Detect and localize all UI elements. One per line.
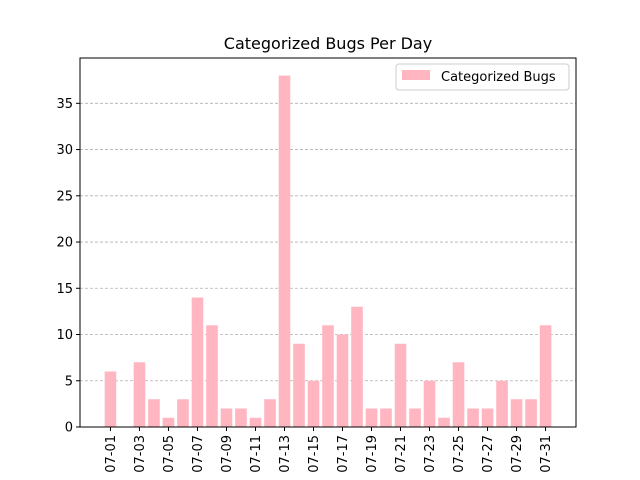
x-tick-label: 07-09 [220,435,235,473]
plot-frame [79,57,577,428]
x-tick-label: 07-17 [336,435,351,473]
bar [481,408,494,427]
bar [191,297,204,427]
x-tick-label: 07-03 [133,435,148,473]
legend-label: Categorized Bugs [441,70,556,85]
bar [293,343,305,427]
chart-title: Categorized Bugs Per Day [224,34,432,53]
x-tick-label: 07-05 [162,435,177,473]
bar [278,75,291,428]
x-tick-label: 07-25 [452,435,467,473]
bar [322,325,334,427]
bar [104,371,117,427]
bar [394,343,407,427]
bar [423,380,436,427]
x-tick-label: 07-15 [307,435,322,473]
bar [133,362,146,427]
bar [162,417,175,427]
legend: Categorized Bugs [395,63,570,91]
x-tick-label: 07-21 [394,435,409,473]
x-tick-label: 07-23 [423,435,438,473]
bar [264,399,276,427]
x-tick-label: 07-13 [278,435,293,473]
y-tick-label: 10 [56,328,73,343]
bar [452,362,465,427]
bar [467,408,479,427]
y-tick-label: 30 [56,143,73,158]
x-tick-label: 07-01 [104,435,119,473]
y-tick-label: 0 [65,421,73,436]
y-tick-label: 15 [56,282,73,297]
bar [220,408,233,427]
x-axis: 07-01 07-03 07-05 07-07 07-09 07-11 07-13 07-15… [104,427,554,473]
x-tick-label: 07-19 [365,435,380,473]
bar [496,380,508,427]
x-tick-label: 07-07 [191,435,206,473]
bar [177,399,189,427]
legend-box [395,63,570,91]
bar [336,334,349,427]
bar [525,399,537,427]
y-tick-label: 20 [56,236,73,251]
bar [365,408,378,427]
y-tick-label: 25 [56,189,73,204]
legend-swatch [402,70,430,80]
bars [104,75,552,428]
bar [409,408,421,427]
bar [539,325,552,427]
y-tick-label: 5 [65,374,73,389]
bar [148,399,160,427]
y-axis: 0 5 10 15 20 25 30 35 [56,97,80,436]
bar [206,325,218,427]
x-tick-label: 07-11 [249,435,264,473]
bar [249,417,262,427]
x-tick-label: 07-27 [481,435,496,473]
bar [351,306,363,427]
y-tick-label: 35 [56,97,73,112]
x-tick-label: 07-31 [539,435,554,473]
x-tick-label: 07-29 [510,435,525,473]
bar [235,408,247,427]
bar [438,417,450,427]
bar [510,399,523,427]
bar [307,380,320,427]
bar [380,408,392,427]
